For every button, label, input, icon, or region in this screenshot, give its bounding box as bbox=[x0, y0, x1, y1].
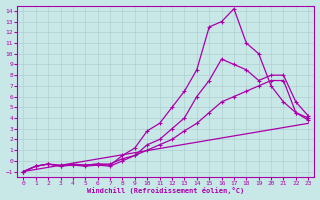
X-axis label: Windchill (Refroidissement éolien,°C): Windchill (Refroidissement éolien,°C) bbox=[87, 187, 244, 194]
